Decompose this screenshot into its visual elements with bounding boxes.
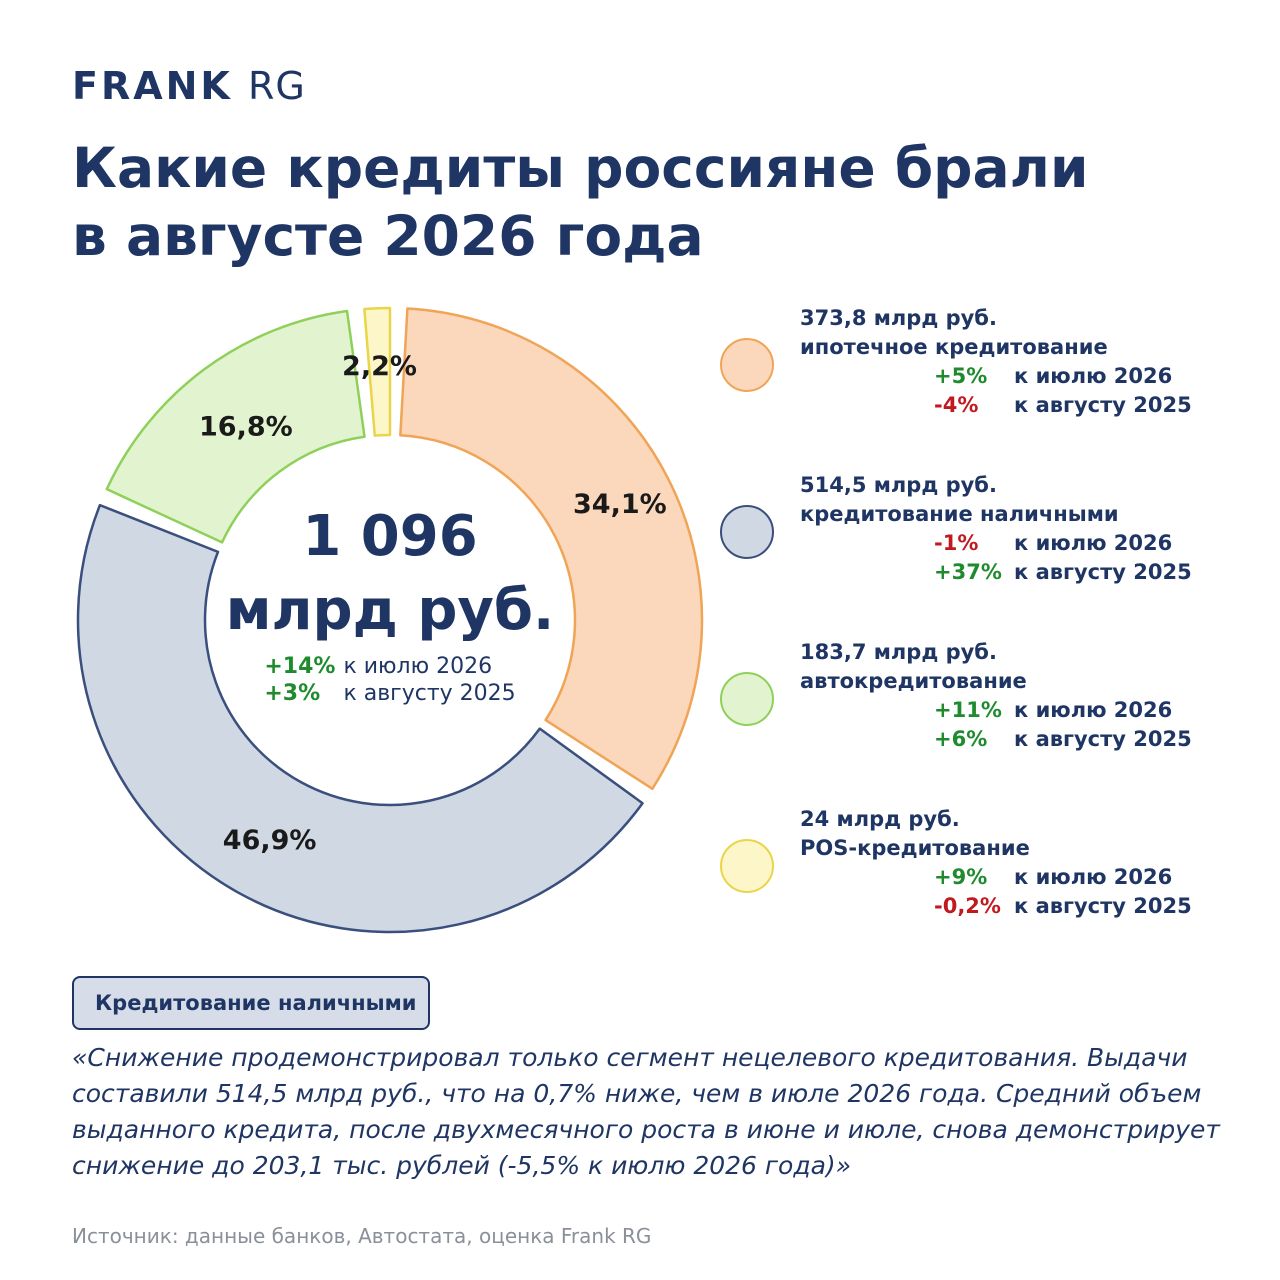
legend-change-year-label: к августу 2025: [1014, 393, 1192, 417]
total-change-year-label: к августу 2025: [343, 681, 516, 706]
quote-text: «Снижение продемонстрировал только сегме…: [72, 1043, 1220, 1180]
legend-change-year: +37%: [934, 560, 1002, 584]
logo-brand: FRANK: [72, 64, 233, 108]
legend-amount: 183,7 млрд руб.: [800, 640, 997, 664]
total-change-month-label: к июлю 2026: [343, 654, 493, 679]
legend-change-month: +5%: [934, 364, 988, 388]
legend-item-cash-loans: 514,5 млрд руб. кредитование наличными -…: [718, 471, 1238, 638]
donut-label-mortgage: 34,1%: [573, 489, 667, 520]
page-title: Какие кредиты россияне брали в августе 2…: [72, 134, 1172, 270]
legend-swatch: [720, 338, 774, 392]
legend-change-month: -1%: [934, 531, 979, 555]
legend-change-month: +9%: [934, 865, 988, 889]
donut-slice-auto-loans: [105, 309, 366, 544]
legend-change-year-label: к августу 2025: [1014, 894, 1192, 918]
legend-changes: -1% к июлю 2026 +37% к августу 2025: [934, 529, 1192, 587]
legend-change-month-label: к июлю 2026: [1014, 865, 1173, 889]
legend-change-month-label: к июлю 2026: [1014, 698, 1173, 722]
legend-item-mortgage: 373,8 млрд руб. ипотечное кредитование +…: [718, 304, 1238, 471]
legend-amount: 24 млрд руб.: [800, 807, 960, 831]
legend-swatch: [720, 839, 774, 893]
title-line-1: Какие кредиты россияне брали: [72, 136, 1089, 200]
legend-change-year: +6%: [934, 727, 988, 751]
legend: 373,8 млрд руб. ипотечное кредитование +…: [718, 304, 1238, 972]
legend-change-year: -0,2%: [934, 894, 1001, 918]
total-change-year: +3%: [264, 681, 321, 706]
donut-slice-cash-loans: [76, 503, 644, 934]
legend-amount: 514,5 млрд руб.: [800, 473, 997, 497]
legend-changes: +11% к июлю 2026 +6% к августу 2025: [934, 696, 1192, 754]
legend-change-year-label: к августу 2025: [1014, 560, 1192, 584]
legend-change-year-label: к августу 2025: [1014, 727, 1192, 751]
legend-change-month: +11%: [934, 698, 1002, 722]
legend-swatch: [720, 672, 774, 726]
donut-label-pos-loans: 2,2%: [342, 351, 417, 382]
legend-changes: +5% к июлю 2026 -4% к августу 2025: [934, 362, 1192, 420]
legend-text: 183,7 млрд руб. автокредитование +11% к …: [800, 638, 1192, 754]
legend-swatch: [720, 505, 774, 559]
legend-text: 373,8 млрд руб. ипотечное кредитование +…: [800, 304, 1192, 420]
legend-name: автокредитование: [800, 669, 1027, 693]
legend-changes: +9% к июлю 2026 -0,2% к августу 2025: [934, 863, 1192, 921]
logo-suffix: RG: [247, 64, 306, 108]
quote-tag: Кредитование наличными: [72, 976, 430, 1030]
legend-name: кредитование наличными: [800, 502, 1119, 526]
legend-text: 514,5 млрд руб. кредитование наличными -…: [800, 471, 1192, 587]
logo: FRANK RG: [72, 64, 306, 108]
legend-amount: 373,8 млрд руб.: [800, 306, 997, 330]
legend-change-month-label: к июлю 2026: [1014, 364, 1173, 388]
donut-slice-pos-loans: [363, 306, 392, 437]
donut-center: 1 096 млрд руб. +14% к июлю 2026 +3% к а…: [210, 500, 570, 706]
donut-slice-mortgage: [399, 307, 704, 791]
total-changes: +14% к июлю 2026 +3% к августу 2025: [264, 654, 515, 706]
legend-change-year: -4%: [934, 393, 979, 417]
donut-label-auto-loans: 16,8%: [199, 412, 293, 443]
total-value: 1 096: [302, 504, 478, 569]
legend-item-pos-loans: 24 млрд руб. POS-кредитование +9% к июлю…: [718, 805, 1238, 972]
title-line-2: в августе 2026 года: [72, 204, 704, 268]
legend-name: ипотечное кредитование: [800, 335, 1108, 359]
total-unit: млрд руб.: [225, 578, 555, 643]
total-change-month: +14%: [264, 654, 336, 679]
legend-text: 24 млрд руб. POS-кредитование +9% к июлю…: [800, 805, 1192, 921]
source-note: Источник: данные банков, Автостата, оцен…: [72, 1224, 652, 1248]
legend-item-auto-loans: 183,7 млрд руб. автокредитование +11% к …: [718, 638, 1238, 805]
legend-name: POS-кредитование: [800, 836, 1030, 860]
legend-change-month-label: к июлю 2026: [1014, 531, 1173, 555]
donut-chart: 34,1% 46,9% 16,8% 2,2%: [76, 306, 704, 934]
donut-label-cash-loans: 46,9%: [223, 825, 317, 856]
